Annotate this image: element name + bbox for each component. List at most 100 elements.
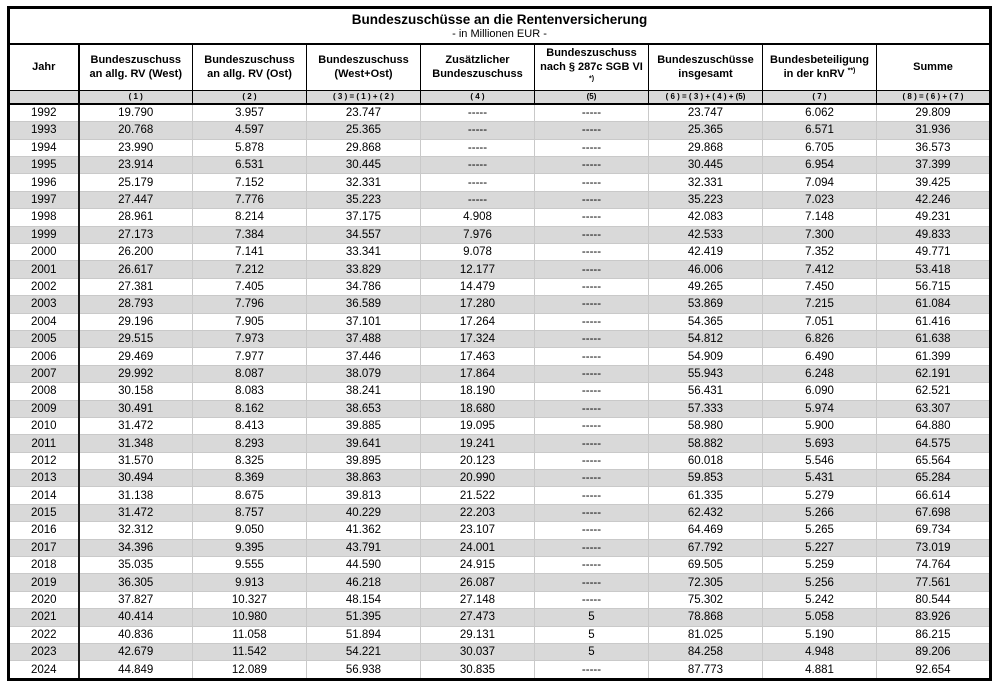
table-row: 2008 30.158 8.083 38.241 18.190 ----- 56.431 6.…	[8, 382, 991, 401]
data-cell-bundeszuschuesse-insgesamt: 49.265	[648, 277, 763, 296]
column-formula-bundeszuschuesse-insgesamt: ( 6 ) = ( 3 ) + ( 4 ) + (5)	[648, 89, 763, 105]
data-cell-bundeszuschuss-ost: 7.776	[192, 190, 307, 209]
data-cell-bundeszuschuss-287c-sgb-vi: -----	[534, 469, 649, 487]
data-cell-bundeszuschuss-west-ost: 30.445	[306, 156, 421, 174]
data-cell-bundesbeteiligung-knrv: 6.090	[762, 382, 877, 401]
data-cell-bundeszuschuss-west-ost: 48.154	[306, 590, 421, 609]
data-cell-zusaetzlicher-bundeszuschuss: -----	[420, 156, 535, 174]
data-cell-bundeszuschuss-west: 44.849	[78, 660, 193, 680]
data-cell-summe: 29.809	[876, 103, 991, 122]
column-header-bundeszuschuss-west: Bundeszuschuss an allg. RV (West)	[78, 43, 193, 91]
table-row: 2001 26.617 7.212 33.829 12.177 ----- 46.006 7.…	[8, 260, 991, 279]
table-row: 2007 29.992 8.087 38.079 17.864 ----- 55.943 6.…	[8, 364, 991, 383]
data-cell-bundeszuschuesse-insgesamt: 67.792	[648, 538, 763, 557]
data-cell-bundeszuschuss-287c-sgb-vi: -----	[534, 434, 649, 453]
data-cell-zusaetzlicher-bundeszuschuss: 9.078	[420, 243, 535, 261]
data-cell-bundeszuschuss-west-ost: 33.829	[306, 260, 421, 279]
year-cell: 2018	[8, 556, 80, 574]
title-row: Bundeszuschüsse an die Rentenversicherun…	[8, 7, 991, 45]
table-row: 2024 44.849 12.089 56.938 30.835 ----- 87.773 4…	[8, 660, 991, 680]
data-cell-bundeszuschuss-west: 31.472	[78, 416, 193, 435]
data-cell-bundeszuschuss-287c-sgb-vi: -----	[534, 121, 649, 140]
data-cell-bundeszuschuss-west-ost: 36.589	[306, 295, 421, 314]
data-cell-bundeszuschuesse-insgesamt: 61.335	[648, 486, 763, 505]
data-cell-bundeszuschuss-ost: 9.050	[192, 521, 307, 540]
year-cell: 1993	[8, 121, 80, 140]
data-cell-bundeszuschuesse-insgesamt: 42.533	[648, 225, 763, 244]
data-cell-bundeszuschuss-287c-sgb-vi: -----	[534, 660, 649, 680]
data-cell-bundesbeteiligung-knrv: 5.227	[762, 538, 877, 557]
data-cell-bundeszuschuesse-insgesamt: 30.445	[648, 156, 763, 174]
year-cell: 2000	[8, 243, 80, 261]
data-cell-bundeszuschuesse-insgesamt: 78.868	[648, 608, 763, 627]
data-cell-bundeszuschuss-287c-sgb-vi: -----	[534, 329, 649, 348]
data-cell-summe: 80.544	[876, 590, 991, 609]
table-row: 1996 25.179 7.152 32.331 ----- ----- 32.331 7.0…	[8, 173, 991, 192]
data-cell-bundesbeteiligung-knrv: 5.431	[762, 469, 877, 487]
data-cell-bundeszuschuss-ost: 7.905	[192, 312, 307, 331]
data-cell-zusaetzlicher-bundeszuschuss: 7.976	[420, 225, 535, 244]
data-cell-bundesbeteiligung-knrv: 6.490	[762, 347, 877, 366]
data-cell-summe: 83.926	[876, 608, 991, 627]
data-cell-bundeszuschuesse-insgesamt: 62.432	[648, 503, 763, 522]
table-row: 2016 32.312 9.050 41.362 23.107 ----- 64.469 5.…	[8, 521, 991, 540]
data-cell-bundeszuschuss-ost: 12.089	[192, 660, 307, 680]
table-row: 1993 20.768 4.597 25.365 ----- ----- 25.365 6.5…	[8, 121, 991, 140]
data-cell-summe: 89.206	[876, 642, 991, 661]
data-cell-bundeszuschuss-west-ost: 51.894	[306, 625, 421, 644]
data-cell-bundeszuschuss-west-ost: 56.938	[306, 660, 421, 680]
data-cell-zusaetzlicher-bundeszuschuss: 30.835	[420, 660, 535, 680]
year-cell: 1998	[8, 208, 80, 227]
data-cell-bundeszuschuss-west: 27.173	[78, 225, 193, 244]
data-cell-summe: 73.019	[876, 538, 991, 557]
data-cell-summe: 42.246	[876, 190, 991, 209]
data-cell-bundesbeteiligung-knrv: 7.412	[762, 260, 877, 279]
data-cell-bundeszuschuss-ost: 8.087	[192, 364, 307, 383]
data-cell-bundeszuschuss-west-ost: 43.791	[306, 538, 421, 557]
data-cell-bundeszuschuss-287c-sgb-vi: -----	[534, 295, 649, 314]
data-cell-bundeszuschuss-west-ost: 37.101	[306, 312, 421, 331]
column-header-jahr: Jahr	[8, 43, 80, 91]
data-cell-bundeszuschuss-287c-sgb-vi: -----	[534, 451, 649, 470]
data-cell-summe: 36.573	[876, 138, 991, 157]
data-cell-summe: 39.425	[876, 173, 991, 192]
data-cell-summe: 49.833	[876, 225, 991, 244]
data-cell-bundeszuschuss-west: 23.914	[78, 156, 193, 174]
data-cell-bundeszuschuss-287c-sgb-vi: -----	[534, 277, 649, 296]
year-cell: 2001	[8, 260, 80, 279]
column-header-bundeszuschuesse-insgesamt: Bundeszuschüsse insgesamt	[648, 43, 763, 91]
data-cell-bundeszuschuss-west: 27.447	[78, 190, 193, 209]
data-cell-bundeszuschuesse-insgesamt: 29.868	[648, 138, 763, 157]
data-cell-summe: 31.936	[876, 121, 991, 140]
data-cell-zusaetzlicher-bundeszuschuss: -----	[420, 190, 535, 209]
data-cell-bundeszuschuss-west-ost: 46.218	[306, 573, 421, 592]
data-cell-bundeszuschuss-287c-sgb-vi: -----	[534, 503, 649, 522]
column-formula-bundesbeteiligung-knrv: ( 7 )	[762, 89, 877, 105]
data-cell-bundeszuschuss-ost: 7.973	[192, 329, 307, 348]
data-cell-bundesbeteiligung-knrv: 6.571	[762, 121, 877, 140]
table-row: 2009 30.491 8.162 38.653 18.680 ----- 57.333 5.…	[8, 399, 991, 418]
year-cell: 1992	[8, 103, 80, 122]
data-cell-bundeszuschuesse-insgesamt: 42.083	[648, 208, 763, 227]
data-cell-summe: 86.215	[876, 625, 991, 644]
data-cell-zusaetzlicher-bundeszuschuss: 17.280	[420, 295, 535, 314]
data-cell-bundeszuschuss-west: 30.158	[78, 382, 193, 401]
data-cell-bundeszuschuss-west-ost: 37.446	[306, 347, 421, 366]
data-cell-bundeszuschuss-ost: 7.141	[192, 243, 307, 261]
data-cell-zusaetzlicher-bundeszuschuss: 20.123	[420, 451, 535, 470]
data-cell-bundesbeteiligung-knrv: 5.190	[762, 625, 877, 644]
data-cell-bundeszuschuss-287c-sgb-vi: -----	[534, 573, 649, 592]
data-cell-bundeszuschuss-287c-sgb-vi: -----	[534, 364, 649, 383]
table-row: 2002 27.381 7.405 34.786 14.479 ----- 49.265 7.…	[8, 277, 991, 296]
data-cell-bundeszuschuss-west: 26.617	[78, 260, 193, 279]
table-row: 2004 29.196 7.905 37.101 17.264 ----- 54.365 7.…	[8, 312, 991, 331]
data-cell-summe: 61.416	[876, 312, 991, 331]
data-cell-bundeszuschuss-ost: 6.531	[192, 156, 307, 174]
data-cell-bundesbeteiligung-knrv: 7.450	[762, 277, 877, 296]
data-cell-summe: 61.084	[876, 295, 991, 314]
data-cell-bundeszuschuss-287c-sgb-vi: -----	[534, 556, 649, 574]
data-cell-bundeszuschuss-ost: 8.675	[192, 486, 307, 505]
data-cell-bundeszuschuss-ost: 7.977	[192, 347, 307, 366]
data-cell-bundeszuschuesse-insgesamt: 35.223	[648, 190, 763, 209]
data-cell-bundeszuschuss-ost: 7.796	[192, 295, 307, 314]
